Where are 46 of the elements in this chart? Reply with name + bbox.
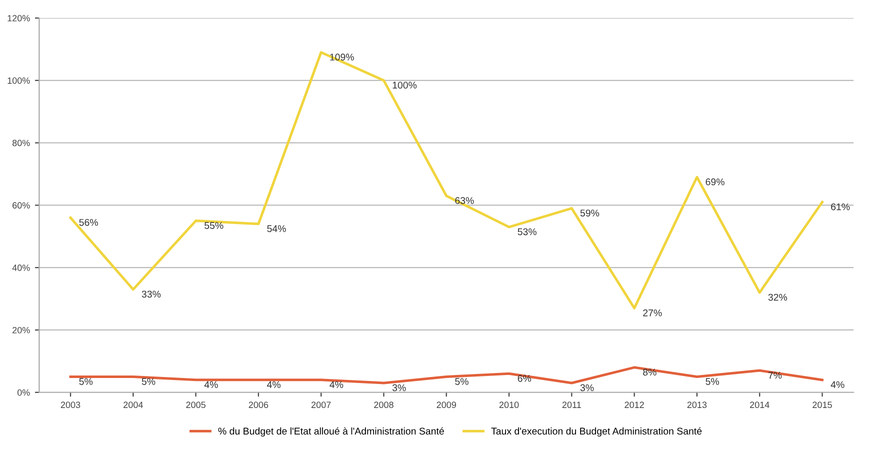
data-label: 6% [518,374,532,382]
x-tick-label: 2011 [562,402,581,408]
data-label: 55% [204,222,224,229]
data-label: 61% [831,203,850,210]
x-tick-label: 2004 [124,402,143,408]
data-label: 56% [79,218,98,226]
y-tick-label: 20% [12,326,30,334]
x-tick-label: 2014 [750,402,770,408]
data-label: 69% [706,178,724,186]
x-tick-label: 2009 [436,402,456,408]
y-tick-label: 100% [8,77,30,84]
data-label: 4% [267,381,280,388]
data-label: 27% [643,309,662,316]
data-label: 5% [79,378,93,385]
line-series [69,51,824,310]
data-label: 4% [330,381,344,388]
data-label: 100% [392,82,417,89]
y-tick-label: 0% [17,389,30,396]
x-tick-label: 2013 [687,402,707,408]
x-tick-label: 2003 [60,402,80,408]
data-label: 59% [580,210,600,216]
legend-label: Taux d'execution du Budget Administration Santé [491,427,702,436]
data-label: 54% [267,225,286,232]
x-tick-label: 2010 [499,402,519,408]
x-tick-label: 2012 [624,402,644,408]
x-tick-label: 2015 [812,402,832,408]
data-label: 53% [518,228,536,236]
data-label: 4% [830,381,844,388]
data-label: 5% [455,378,468,385]
y-tick-label: 40% [12,264,30,271]
x-tick-label: 2006 [248,402,268,408]
data-label: 4% [204,381,218,388]
x-tick-label: 2007 [312,402,331,408]
data-label: 32% [768,294,788,301]
data-label: 3% [580,384,594,392]
data-label: 8% [643,368,656,376]
data-label: 5% [706,378,720,385]
data-label: 5% [142,378,156,385]
y-tick-label: 80% [12,140,30,146]
x-tick-label: 2008 [374,402,394,408]
legend-label: % du Budget de l'Etat alloué à l'Administration Santé [218,427,444,436]
data-label: 3% [392,384,406,392]
data-label: 33% [142,290,161,298]
x-tick-label: 2005 [186,402,206,408]
y-tick-label: 120% [8,15,30,22]
y-tick-label: 60% [12,202,30,209]
